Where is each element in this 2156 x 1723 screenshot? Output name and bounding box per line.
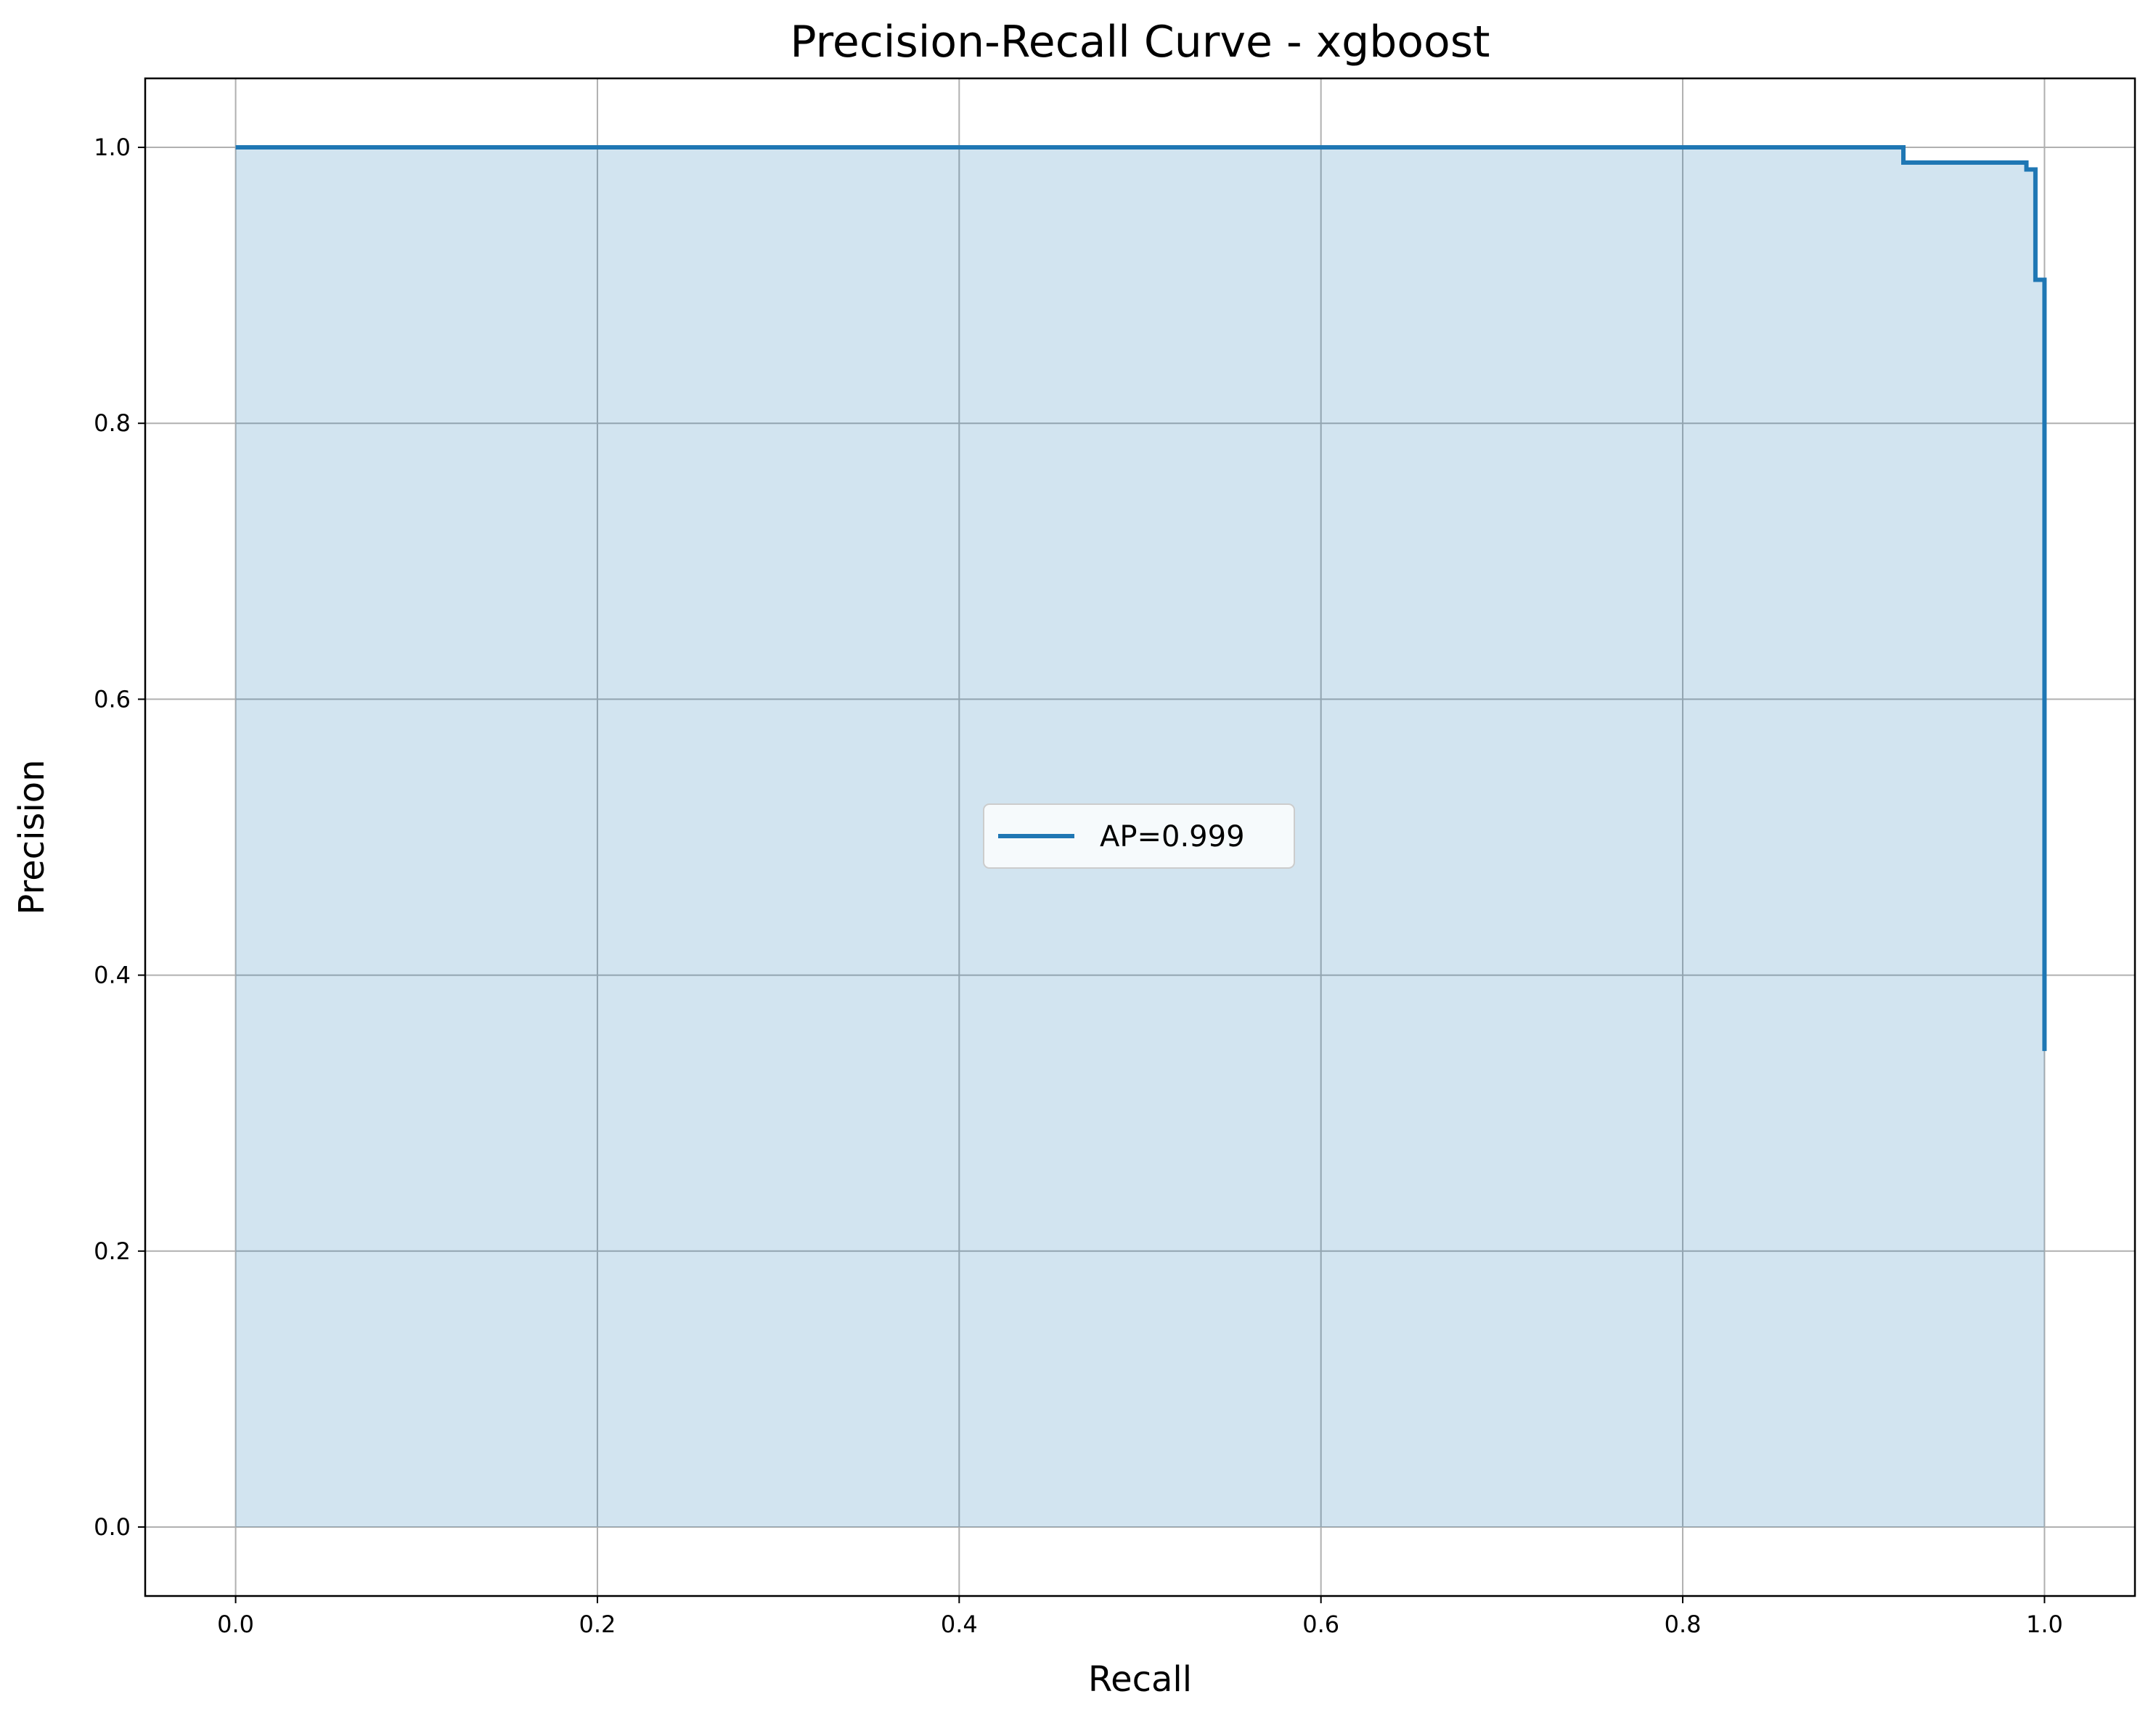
y-tick-label: 1.0	[94, 134, 131, 161]
x-tick-label: 0.6	[1302, 1611, 1339, 1638]
legend: AP=0.999	[983, 803, 1295, 869]
y-tick-label: 0.0	[94, 1513, 131, 1541]
x-tick-label: 0.2	[579, 1611, 616, 1638]
x-axis-label: Recall	[1088, 1659, 1192, 1700]
legend-label: AP=0.999	[1100, 820, 1245, 854]
axis-ticks: 0.0 0.2 0.4 0.6 0.8 1.0 0.0 0.2 0.4 0.6 0.8 1.0	[94, 134, 2063, 1638]
x-tick-label: 1.0	[2026, 1611, 2063, 1638]
x-tick-label: 0.8	[1665, 1611, 1702, 1638]
y-axis-label: Precision	[12, 759, 52, 914]
plot-area-frame	[144, 77, 2136, 1597]
y-tick-label: 0.6	[94, 685, 131, 713]
grid-lines	[145, 78, 2135, 1596]
pr-curve-line	[235, 145, 2047, 1052]
x-tick-label: 0.4	[941, 1611, 978, 1638]
y-tick-label: 0.8	[94, 409, 131, 437]
y-tick-label: 0.2	[94, 1237, 131, 1265]
legend-box	[983, 803, 1295, 869]
y-tick-label: 0.4	[94, 962, 131, 989]
series-layer	[235, 145, 2047, 1052]
x-tick-label: 0.0	[217, 1611, 254, 1638]
chart-title: Precision-Recall Curve - xgboost	[790, 17, 1490, 67]
